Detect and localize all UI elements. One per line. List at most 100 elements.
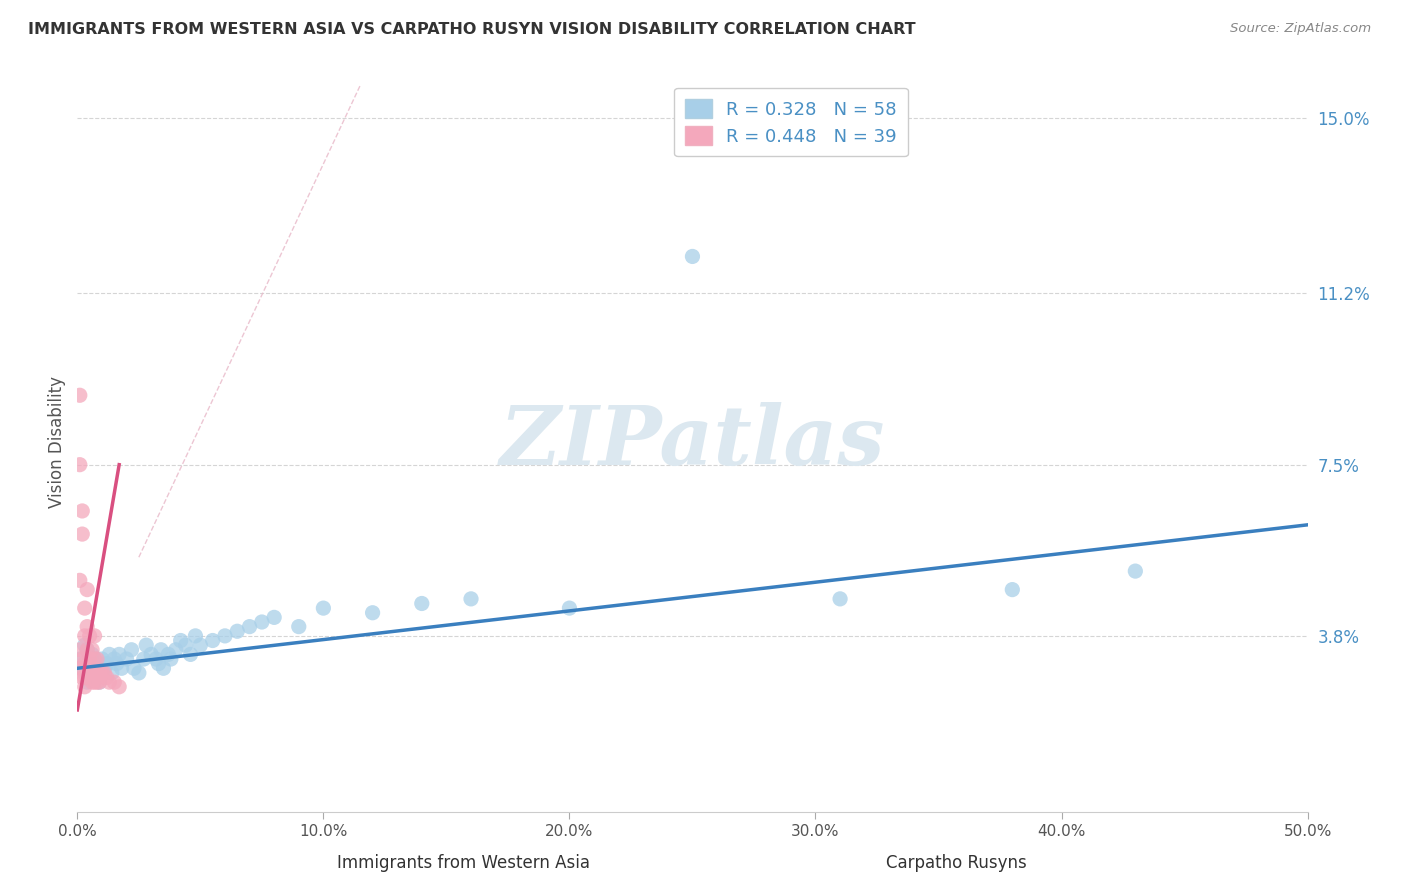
Legend: R = 0.328   N = 58, R = 0.448   N = 39: R = 0.328 N = 58, R = 0.448 N = 39: [673, 87, 908, 156]
Point: [73, 665, 96, 680]
Point: [132, 652, 155, 666]
Point: [76, 675, 98, 690]
Point: [70, 661, 93, 675]
Point: [79, 629, 101, 643]
Point: [111, 661, 132, 675]
Point: [103, 675, 125, 690]
Point: [73, 601, 96, 615]
Point: [214, 629, 236, 643]
Point: [69, 642, 91, 657]
Point: [152, 661, 174, 675]
Point: [98, 675, 121, 690]
Point: [141, 648, 163, 662]
Point: [86, 675, 108, 690]
Point: [165, 642, 187, 657]
Point: [82, 648, 104, 662]
Point: [1001, 582, 1024, 597]
Point: [69, 574, 91, 588]
Point: [98, 648, 121, 662]
Text: ZIPatlas: ZIPatlas: [499, 401, 886, 482]
Point: [180, 648, 202, 662]
Point: [69, 661, 91, 675]
Point: [83, 652, 105, 666]
Point: [150, 642, 173, 657]
Point: [73, 657, 96, 671]
Point: [82, 642, 104, 657]
Text: Immigrants from Western Asia: Immigrants from Western Asia: [337, 855, 591, 872]
Point: [76, 642, 98, 657]
Point: [90, 652, 114, 666]
Point: [361, 606, 384, 620]
Y-axis label: Vision Disability: Vision Disability: [48, 376, 66, 508]
Point: [86, 652, 108, 666]
Point: [128, 665, 150, 680]
Point: [89, 665, 111, 680]
Point: [135, 638, 157, 652]
Point: [70, 527, 93, 541]
Point: [226, 624, 249, 639]
Point: [82, 665, 104, 680]
Point: [93, 665, 115, 680]
Point: [558, 601, 581, 615]
Point: [160, 652, 183, 666]
Point: [184, 629, 207, 643]
Point: [239, 619, 262, 633]
Point: [69, 458, 91, 472]
Point: [70, 652, 93, 666]
Point: [76, 665, 98, 680]
Point: [69, 652, 91, 666]
Point: [170, 633, 193, 648]
Point: [411, 597, 433, 611]
Point: [70, 671, 93, 685]
Point: [288, 619, 311, 633]
Point: [148, 657, 170, 671]
Point: [108, 648, 131, 662]
Point: [263, 610, 285, 624]
Point: [83, 629, 105, 643]
Point: [79, 657, 101, 671]
Point: [460, 591, 482, 606]
Point: [73, 671, 96, 685]
Point: [312, 601, 335, 615]
Point: [69, 388, 91, 402]
Point: [1125, 564, 1147, 578]
Point: [79, 671, 101, 685]
Point: [79, 652, 101, 666]
Point: [96, 671, 118, 685]
Point: [89, 675, 111, 690]
Point: [83, 652, 105, 666]
Point: [73, 638, 96, 652]
Point: [830, 591, 852, 606]
Point: [188, 638, 212, 652]
Text: IMMIGRANTS FROM WESTERN ASIA VS CARPATHO RUSYN VISION DISABILITY CORRELATION CHA: IMMIGRANTS FROM WESTERN ASIA VS CARPATHO…: [28, 22, 915, 37]
Point: [122, 661, 145, 675]
Point: [93, 661, 115, 675]
Point: [108, 680, 131, 694]
Point: [73, 680, 96, 694]
Point: [250, 615, 273, 629]
Point: [83, 675, 105, 690]
Point: [86, 665, 108, 680]
Text: Source: ZipAtlas.com: Source: ZipAtlas.com: [1230, 22, 1371, 36]
Point: [70, 504, 93, 518]
Point: [157, 648, 180, 662]
Point: [105, 657, 128, 671]
Point: [73, 629, 96, 643]
Point: [90, 665, 114, 680]
Point: [101, 665, 124, 680]
Point: [682, 250, 704, 264]
Point: [76, 642, 98, 657]
Point: [82, 675, 104, 690]
Point: [86, 665, 108, 680]
Text: Carpatho Rusyns: Carpatho Rusyns: [886, 855, 1026, 872]
Point: [121, 642, 143, 657]
Point: [89, 675, 111, 690]
Point: [76, 619, 98, 633]
Point: [79, 665, 101, 680]
Point: [89, 657, 111, 671]
Point: [76, 665, 98, 680]
Point: [201, 633, 224, 648]
Point: [145, 652, 167, 666]
Point: [76, 582, 98, 597]
Point: [115, 652, 138, 666]
